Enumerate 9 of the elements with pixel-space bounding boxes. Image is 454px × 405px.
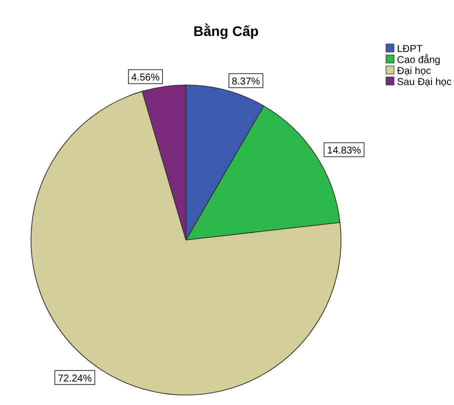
- chart-title: Bằng Cấp: [193, 23, 259, 39]
- legend-label: Cao đẳng: [397, 54, 440, 66]
- data-label: 4.56%: [131, 72, 160, 84]
- legend-label: Đại học: [397, 66, 431, 77]
- legend-label: LĐPT: [397, 44, 423, 55]
- data-label: 14.83%: [327, 146, 362, 157]
- data-label: 72.24%: [58, 374, 92, 385]
- data-label: 8.37%: [232, 76, 260, 88]
- legend-label: Sau Đại học: [397, 77, 452, 88]
